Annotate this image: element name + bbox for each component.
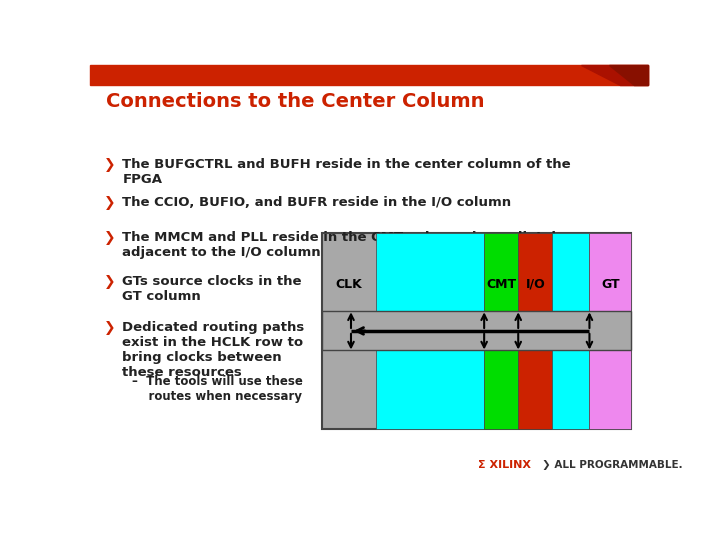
Text: ❯: ❯ [104,196,116,210]
Bar [376,233,484,312]
Text: I/O: I/O [526,278,545,291]
Polygon shape [609,65,648,85]
Bar [590,350,631,429]
Text: ❯: ❯ [104,231,116,245]
Bar [518,350,552,429]
Text: CLK: CLK [336,278,362,291]
Bar [552,233,590,312]
Text: –  The tools will use these
    routes when necessary: – The tools will use these routes when n… [132,375,302,403]
Bar [484,233,518,312]
Text: GT: GT [601,278,620,291]
Polygon shape [581,65,648,85]
Bar [322,233,631,429]
Bar [484,350,518,429]
Bar [376,350,484,429]
Bar [322,312,631,350]
Text: GTs source clocks in the
GT column: GTs source clocks in the GT column [122,275,302,303]
Text: The BUFGCTRL and BUFH reside in the center column of the
FPGA: The BUFGCTRL and BUFH reside in the cent… [122,158,571,186]
Text: ❯: ❯ [104,275,116,289]
Text: Connections to the Center Column: Connections to the Center Column [106,92,484,111]
Text: ❯: ❯ [104,158,116,172]
Bar [552,350,590,429]
Text: CMT: CMT [486,278,516,291]
Text: Dedicated routing paths
exist in the HCLK row to
bring clocks between
these reso: Dedicated routing paths exist in the HCL… [122,321,305,379]
Text: The MMCM and PLL reside in the CMT column, immediately
adjacent to the I/O colum: The MMCM and PLL reside in the CMT colum… [122,231,565,259]
Text: Σ XILINX: Σ XILINX [478,460,531,470]
Text: The CCIO, BUFIO, and BUFR reside in the I/O column: The CCIO, BUFIO, and BUFR reside in the … [122,196,511,209]
Text: ❯ ALL PROGRAMMABLE.: ❯ ALL PROGRAMMABLE. [542,460,683,470]
Bar [90,65,648,85]
Bar [590,233,631,312]
Bar [518,233,552,312]
Text: ❯: ❯ [104,321,116,334]
